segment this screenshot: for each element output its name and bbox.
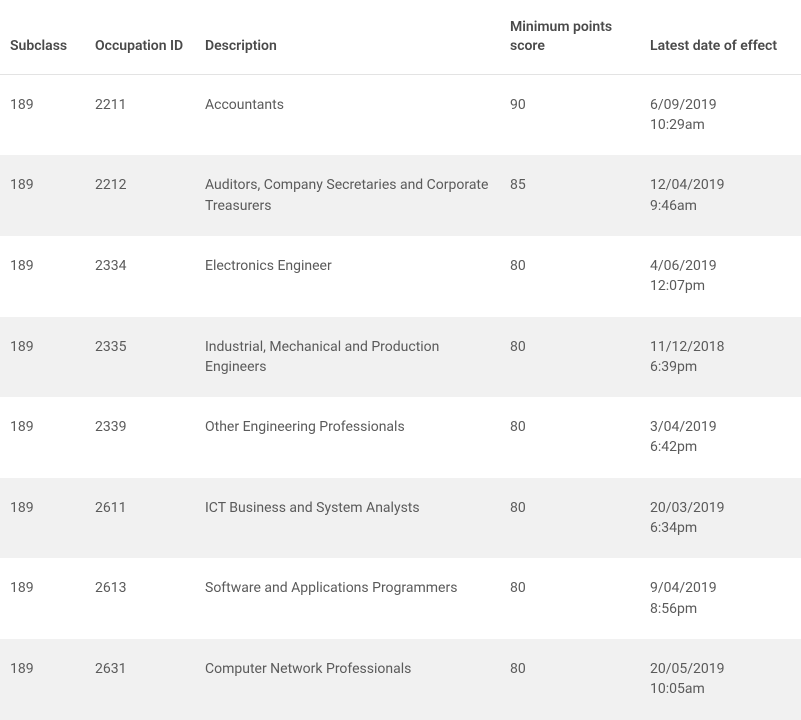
cell-description: Other Engineering Professionals	[195, 397, 500, 478]
table-row: 189 2631 Computer Network Professionals …	[0, 639, 801, 720]
effect-time: 8:56pm	[650, 599, 791, 619]
effect-date: 20/03/2019	[650, 498, 791, 518]
cell-occupation: 2211	[85, 74, 195, 155]
cell-points: 80	[500, 558, 640, 639]
col-effect: Latest date of effect	[640, 0, 801, 74]
col-description: Description	[195, 0, 500, 74]
cell-occupation: 2339	[85, 397, 195, 478]
effect-date: 9/04/2019	[650, 578, 791, 598]
cell-subclass: 189	[0, 74, 85, 155]
cell-occupation: 2613	[85, 558, 195, 639]
cell-effect: 20/03/2019 6:34pm	[640, 478, 801, 559]
cell-description: Industrial, Mechanical and Production En…	[195, 317, 500, 398]
effect-time: 6:34pm	[650, 518, 791, 538]
cell-subclass: 189	[0, 155, 85, 236]
cell-effect: 12/04/2019 9:46am	[640, 155, 801, 236]
cell-effect: 4/06/2019 12:07pm	[640, 236, 801, 317]
cell-description: ICT Business and System Analysts	[195, 478, 500, 559]
cell-effect: 3/04/2019 6:42pm	[640, 397, 801, 478]
effect-time: 6:39pm	[650, 357, 791, 377]
cell-description: Accountants	[195, 74, 500, 155]
table-header: Subclass Occupation ID Description Minim…	[0, 0, 801, 74]
cell-occupation: 2334	[85, 236, 195, 317]
cell-description: Auditors, Company Secretaries and Corpor…	[195, 155, 500, 236]
cell-occupation: 2631	[85, 639, 195, 720]
cell-points: 85	[500, 155, 640, 236]
table-row: 189 2212 Auditors, Company Secretaries a…	[0, 155, 801, 236]
cell-points: 80	[500, 478, 640, 559]
cell-subclass: 189	[0, 558, 85, 639]
table-row: 189 2334 Electronics Engineer 80 4/06/20…	[0, 236, 801, 317]
table-row: 189 2613 Software and Applications Progr…	[0, 558, 801, 639]
table-row: 189 2335 Industrial, Mechanical and Prod…	[0, 317, 801, 398]
col-points: Minimum points score	[500, 0, 640, 74]
effect-date: 3/04/2019	[650, 417, 791, 437]
effect-date: 12/04/2019	[650, 175, 791, 195]
cell-effect: 20/05/2019 10:05am	[640, 639, 801, 720]
cell-effect: 9/04/2019 8:56pm	[640, 558, 801, 639]
effect-time: 10:29am	[650, 115, 791, 135]
effect-time: 9:46am	[650, 196, 791, 216]
table-body: 189 2211 Accountants 90 6/09/2019 10:29a…	[0, 74, 801, 719]
occupations-table: Subclass Occupation ID Description Minim…	[0, 0, 801, 720]
cell-occupation: 2611	[85, 478, 195, 559]
effect-time: 10:05am	[650, 679, 791, 699]
effect-date: 4/06/2019	[650, 256, 791, 276]
cell-effect: 6/09/2019 10:29am	[640, 74, 801, 155]
effect-date: 6/09/2019	[650, 95, 791, 115]
effect-time: 6:42pm	[650, 437, 791, 457]
col-subclass: Subclass	[0, 0, 85, 74]
cell-subclass: 189	[0, 317, 85, 398]
cell-points: 90	[500, 74, 640, 155]
cell-points: 80	[500, 397, 640, 478]
cell-effect: 11/12/2018 6:39pm	[640, 317, 801, 398]
cell-description: Computer Network Professionals	[195, 639, 500, 720]
table-row: 189 2211 Accountants 90 6/09/2019 10:29a…	[0, 74, 801, 155]
effect-time: 12:07pm	[650, 276, 791, 296]
cell-description: Electronics Engineer	[195, 236, 500, 317]
cell-points: 80	[500, 317, 640, 398]
table-row: 189 2611 ICT Business and System Analyst…	[0, 478, 801, 559]
cell-occupation: 2212	[85, 155, 195, 236]
cell-points: 80	[500, 639, 640, 720]
cell-subclass: 189	[0, 478, 85, 559]
col-occupation: Occupation ID	[85, 0, 195, 74]
cell-subclass: 189	[0, 397, 85, 478]
cell-subclass: 189	[0, 639, 85, 720]
cell-subclass: 189	[0, 236, 85, 317]
cell-points: 80	[500, 236, 640, 317]
cell-description: Software and Applications Programmers	[195, 558, 500, 639]
table-row: 189 2339 Other Engineering Professionals…	[0, 397, 801, 478]
effect-date: 11/12/2018	[650, 337, 791, 357]
cell-occupation: 2335	[85, 317, 195, 398]
effect-date: 20/05/2019	[650, 659, 791, 679]
